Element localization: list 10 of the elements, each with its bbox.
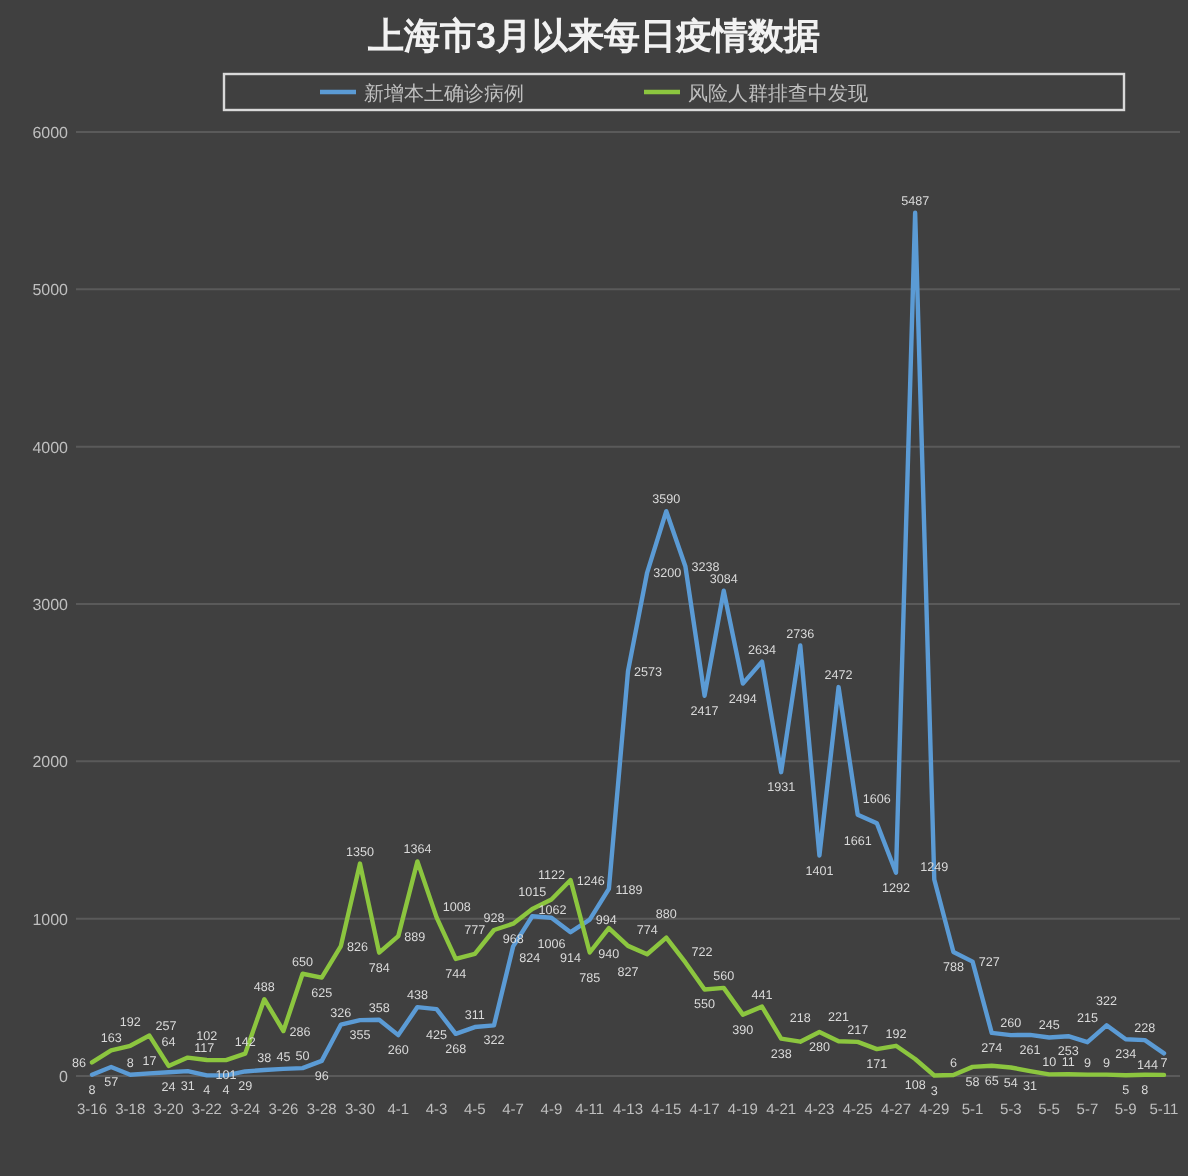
legend-label: 风险人群排查中发现 — [688, 82, 868, 106]
chart-title: 上海市3月以来每日疫情数据 — [365, 16, 821, 56]
y-tick-label: 6000 — [32, 124, 70, 142]
y-tick-label: 1000 — [32, 910, 70, 929]
y-tick-label: 5000 — [32, 281, 70, 300]
y-tick-label: 2000 — [32, 753, 70, 772]
y-tick-label: 3000 — [32, 596, 70, 614]
legend-label: 新增本土确诊病例 — [364, 82, 524, 106]
y-tick-label: 4000 — [32, 438, 70, 457]
y-tick-label: 0 — [59, 1068, 70, 1086]
